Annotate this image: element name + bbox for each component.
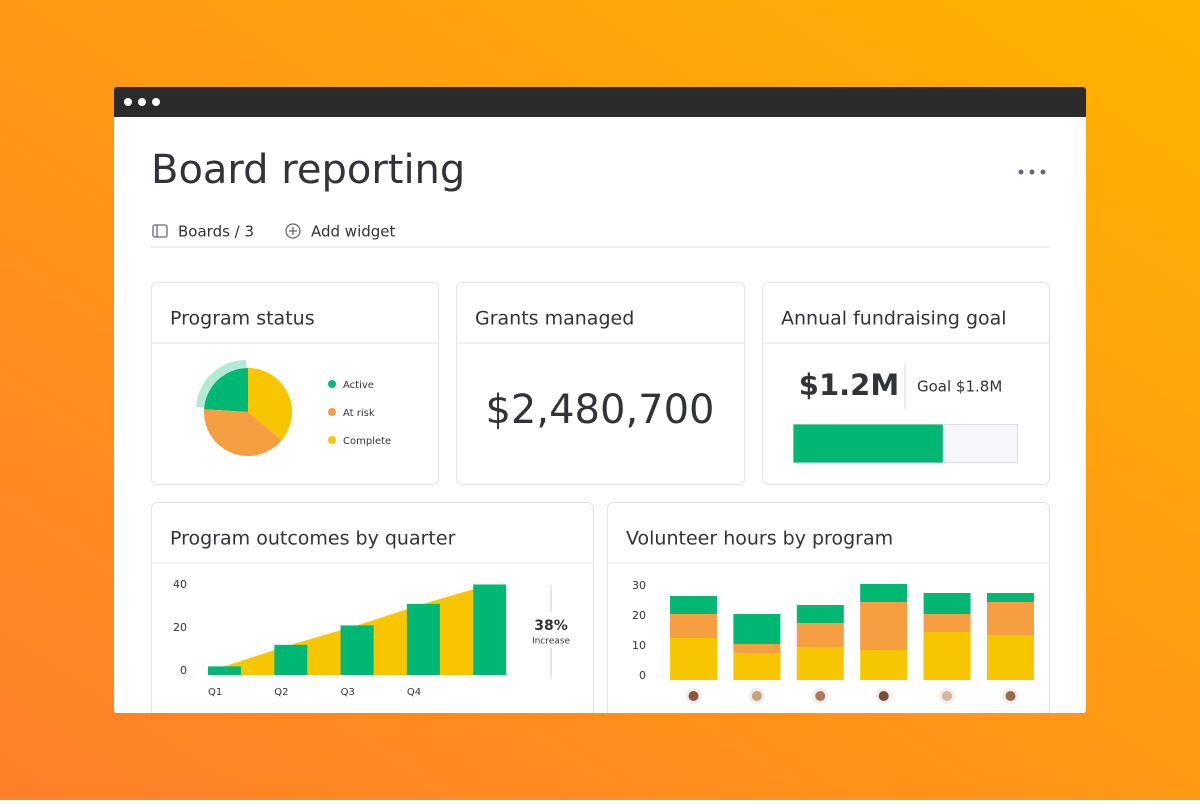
annotation-sub: Increase xyxy=(532,637,571,647)
bar-segment xyxy=(860,650,908,680)
legend-label: Complete xyxy=(343,436,391,447)
grants-value: $2,480,700 xyxy=(485,387,714,433)
bar xyxy=(274,644,308,675)
avatar-face xyxy=(878,691,889,701)
bar-segment xyxy=(860,602,908,650)
window: Board reporting Boards / 3 Add widget Gr… xyxy=(114,87,1086,713)
card-title: Annual fundraising goal xyxy=(781,308,1007,330)
add-icon-plus xyxy=(289,227,297,235)
breadcrumb[interactable]: Boards / 3 xyxy=(178,223,254,241)
bar-segment xyxy=(796,605,844,623)
legend-label: Active xyxy=(343,380,374,391)
y-tick-label: 0 xyxy=(180,664,187,677)
y-tick-label: 30 xyxy=(632,579,646,592)
pie-slice xyxy=(204,368,248,412)
page-title: Board reporting xyxy=(151,147,465,193)
goal-label: Goal $1.8M xyxy=(917,378,1002,396)
legend-label: At risk xyxy=(343,408,375,419)
bar-segment xyxy=(923,614,971,632)
y-tick-label: 10 xyxy=(632,639,646,652)
bar xyxy=(473,584,507,675)
avatar-face xyxy=(751,691,762,701)
bar-segment xyxy=(987,593,1034,602)
x-tick-label: Q3 xyxy=(341,687,355,698)
y-tick-label: 40 xyxy=(173,578,187,591)
bar-segment xyxy=(923,632,971,680)
add-icon[interactable] xyxy=(285,223,301,239)
window-dot xyxy=(138,98,146,106)
avatar-face xyxy=(688,691,699,701)
bar-segment xyxy=(796,647,844,680)
legend-swatch xyxy=(328,436,336,444)
more-dot[interactable] xyxy=(1040,169,1046,175)
more-dot[interactable] xyxy=(1018,169,1024,175)
legend-swatch xyxy=(328,380,336,388)
pie-slice xyxy=(248,368,292,441)
avatar-face xyxy=(1005,691,1016,701)
window-dot xyxy=(152,98,160,106)
card xyxy=(456,282,745,485)
bar xyxy=(406,603,440,675)
card-title: Volunteer hours by program xyxy=(626,528,893,550)
y-tick-label: 0 xyxy=(639,669,646,682)
avatar-face xyxy=(815,691,826,701)
progress-bar xyxy=(793,424,943,463)
avatar-face xyxy=(942,691,953,701)
add-widget[interactable]: Add widget xyxy=(311,223,396,241)
bar-segment xyxy=(670,638,717,680)
annotation: 38% xyxy=(534,618,568,634)
window-dot xyxy=(124,98,132,106)
bar-segment xyxy=(670,596,717,614)
bar-segment xyxy=(987,635,1034,680)
more-dot[interactable] xyxy=(1029,169,1035,175)
x-tick-label: Q1 xyxy=(208,687,222,698)
board-icon xyxy=(152,224,168,238)
window-bar xyxy=(114,87,1086,117)
bar-segment xyxy=(860,584,908,602)
bar-segment xyxy=(670,614,717,638)
raised-value: $1.2M xyxy=(799,368,899,402)
bar xyxy=(340,625,374,675)
card-title: Program outcomes by quarter xyxy=(170,528,456,550)
annotation-bg xyxy=(528,612,574,648)
bar-segment xyxy=(733,644,781,653)
card-title: Grants managed xyxy=(475,308,634,330)
y-tick-label: 20 xyxy=(173,621,187,634)
x-tick-label: Q2 xyxy=(274,687,288,698)
bar-segment xyxy=(923,593,971,614)
bar-segment xyxy=(733,653,781,680)
bar-segment xyxy=(733,614,781,644)
x-tick-label: Q4 xyxy=(407,687,421,698)
bar-segment xyxy=(796,623,844,647)
bar-segment xyxy=(987,602,1034,635)
bar xyxy=(208,666,241,675)
card-title: Program status xyxy=(170,308,315,330)
y-tick-label: 20 xyxy=(632,609,646,622)
legend-swatch xyxy=(328,408,336,416)
pie-slice xyxy=(203,409,282,456)
